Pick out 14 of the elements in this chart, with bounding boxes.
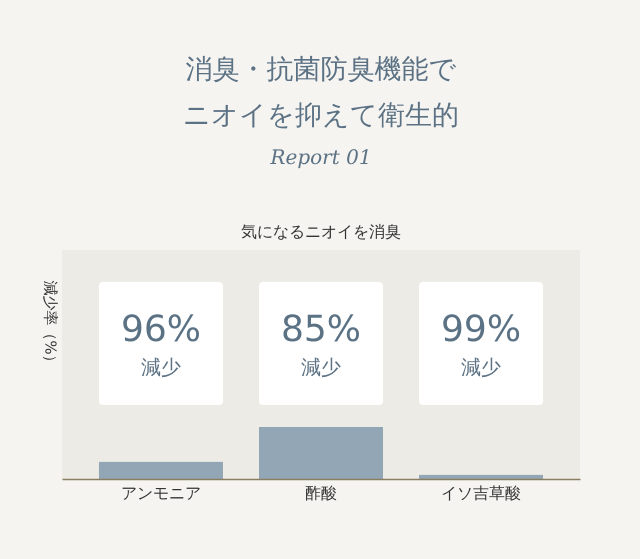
text: ニオイを抑えて衛生的 [183, 100, 459, 131]
text: 消臭・抗菌防臭機能で [186, 54, 456, 85]
x-tick-label: イソ吉草酸 [441, 484, 522, 502]
text: 96% [120, 309, 201, 350]
x-tick-label: アンモニア [120, 484, 201, 502]
text: 85% [280, 309, 362, 350]
text: 減少 [461, 355, 502, 379]
x-tick-label: 酢酸 [305, 484, 337, 502]
text: 減少 [140, 355, 181, 379]
text: 減少 [301, 355, 341, 379]
text: 99% [441, 309, 522, 350]
chart-subtitle: Report 01 [269, 145, 372, 169]
y-axis-title: 減少率（%） [42, 280, 60, 370]
text: 気になるニオイを消臭 [241, 222, 401, 241]
